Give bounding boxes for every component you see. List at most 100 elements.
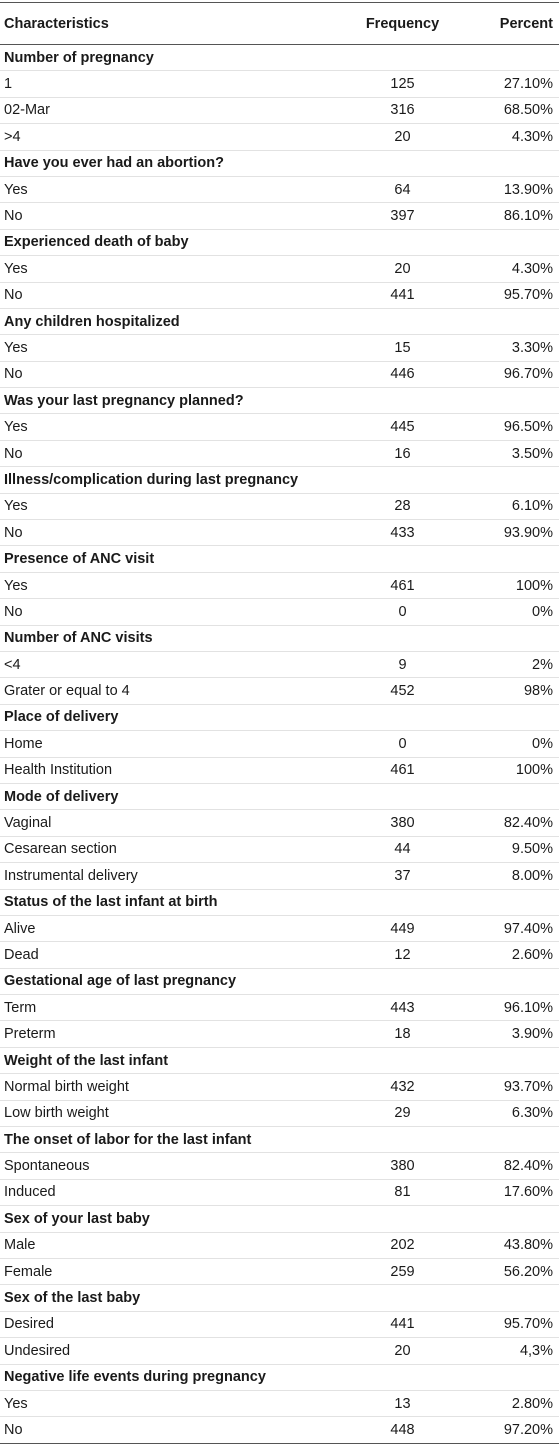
table-row: Male 202 43.80% bbox=[0, 1232, 559, 1259]
row-frequency: 432 bbox=[390, 1078, 415, 1095]
table-row: Yes 445 96.50% bbox=[0, 414, 559, 441]
group-title: Illness/complication during last pregnan… bbox=[4, 471, 299, 488]
group-title: Gestational age of last pregnancy bbox=[4, 973, 237, 990]
group-header-row: Mode of delivery bbox=[0, 783, 559, 810]
row-percent: 100% bbox=[515, 577, 553, 594]
row-frequency: 13 bbox=[394, 1395, 411, 1412]
table-row: Dead 12 2.60% bbox=[0, 942, 559, 969]
table-row: Health Institution 461 100% bbox=[0, 757, 559, 784]
table-row: 1 125 27.10% bbox=[0, 71, 559, 98]
row-label: No bbox=[4, 366, 23, 383]
row-percent: 95.70% bbox=[503, 1316, 553, 1333]
group-title: Have you ever had an abortion? bbox=[4, 155, 224, 172]
row-percent: 2.60% bbox=[511, 946, 553, 963]
row-frequency: 397 bbox=[390, 208, 415, 225]
group-title: Was your last pregnancy planned? bbox=[4, 392, 244, 409]
row-label: Normal birth weight bbox=[4, 1078, 129, 1095]
group-header-row: Illness/complication during last pregnan… bbox=[0, 467, 559, 494]
row-frequency: 16 bbox=[394, 445, 411, 462]
table-row: Low birth weight 29 6.30% bbox=[0, 1100, 559, 1127]
table-row: No 448 97.20% bbox=[0, 1417, 559, 1444]
row-label: Dead bbox=[4, 946, 39, 963]
row-percent: 98% bbox=[523, 683, 553, 700]
row-percent: 86.10% bbox=[503, 208, 553, 225]
row-percent: 4.30% bbox=[511, 260, 553, 277]
header-frequency: Frequency bbox=[365, 15, 440, 32]
row-percent: 100% bbox=[515, 762, 553, 779]
table-row: Cesarean section 44 9.50% bbox=[0, 836, 559, 863]
table-row: No 446 96.70% bbox=[0, 361, 559, 388]
row-label: No bbox=[4, 1422, 23, 1438]
table-row: >4 20 4.30% bbox=[0, 124, 559, 151]
row-percent: 3.90% bbox=[511, 1026, 553, 1043]
row-frequency: 449 bbox=[390, 920, 415, 937]
row-label: 02-Mar bbox=[4, 102, 50, 119]
row-label: Vaginal bbox=[4, 815, 52, 832]
row-frequency: 0 bbox=[398, 735, 407, 752]
group-title: Mode of delivery bbox=[4, 788, 119, 805]
table-row: Yes 461 100% bbox=[0, 572, 559, 599]
table-row: Home 0 0% bbox=[0, 731, 559, 758]
row-frequency: 443 bbox=[390, 999, 415, 1016]
row-frequency: 0 bbox=[398, 603, 407, 620]
table-row: Normal birth weight 432 93.70% bbox=[0, 1074, 559, 1101]
row-label: >4 bbox=[4, 128, 21, 145]
table-row: Alive 449 97.40% bbox=[0, 915, 559, 942]
group-header-row: Any children hospitalized bbox=[0, 308, 559, 335]
table-row: No 433 93.90% bbox=[0, 520, 559, 546]
row-frequency: 448 bbox=[390, 1422, 415, 1438]
table-row: Yes 13 2.80% bbox=[0, 1390, 559, 1417]
table-row: Induced 81 17.60% bbox=[0, 1179, 559, 1206]
table-row: No 16 3.50% bbox=[0, 440, 559, 467]
row-frequency: 125 bbox=[390, 76, 415, 93]
row-percent: 8.00% bbox=[511, 867, 553, 884]
group-title: Experienced death of baby bbox=[4, 234, 189, 251]
group-title: Place of delivery bbox=[4, 709, 119, 726]
group-header-row: Number of pregnancy bbox=[0, 45, 559, 71]
table-body: Number of pregnancy 1 125 27.10% 02-Mar 316 68… bbox=[0, 45, 559, 1444]
group-header-row: Sex of the last baby bbox=[0, 1285, 559, 1312]
row-label: Yes bbox=[4, 260, 28, 277]
table-row: Undesired 20 4,3% bbox=[0, 1338, 559, 1365]
row-percent: 43.80% bbox=[503, 1237, 553, 1254]
row-frequency: 380 bbox=[390, 1158, 415, 1175]
row-frequency: 9 bbox=[398, 656, 407, 673]
group-header-row: Experienced death of baby bbox=[0, 229, 559, 256]
group-header-row: Sex of your last baby bbox=[0, 1206, 559, 1233]
row-percent: 0% bbox=[532, 603, 553, 620]
row-label: <4 bbox=[4, 656, 21, 673]
row-frequency: 461 bbox=[390, 762, 415, 779]
header-percent: Percent bbox=[499, 15, 553, 32]
row-frequency: 461 bbox=[390, 577, 415, 594]
row-label: Grater or equal to 4 bbox=[4, 683, 130, 700]
row-frequency: 441 bbox=[390, 1316, 415, 1333]
row-label: Yes bbox=[4, 339, 28, 356]
table-row: No 441 95.70% bbox=[0, 282, 559, 309]
row-percent: 4.30% bbox=[511, 128, 553, 145]
row-percent: 3.50% bbox=[511, 445, 553, 462]
table-row: Yes 64 13.90% bbox=[0, 176, 559, 203]
row-label: Spontaneous bbox=[4, 1158, 90, 1175]
group-title: Presence of ANC visit bbox=[4, 551, 155, 568]
table-row: No 397 86.10% bbox=[0, 203, 559, 230]
row-label: No bbox=[4, 445, 23, 462]
row-frequency: 44 bbox=[394, 841, 411, 858]
table-row: Instrumental delivery 37 8.00% bbox=[0, 863, 559, 889]
row-frequency: 81 bbox=[394, 1184, 411, 1201]
row-frequency: 37 bbox=[394, 867, 411, 884]
group-header-row: Was your last pregnancy planned? bbox=[0, 388, 559, 414]
group-title: Number of pregnancy bbox=[4, 49, 154, 66]
row-percent: 9.50% bbox=[511, 841, 553, 858]
table-header: Characteristics Frequency Percent bbox=[0, 2, 559, 45]
group-header-row: The onset of labor for the last infant bbox=[0, 1127, 559, 1153]
row-label: Preterm bbox=[4, 1026, 56, 1043]
table-row: Term 443 96.10% bbox=[0, 995, 559, 1021]
row-percent: 27.10% bbox=[503, 76, 553, 93]
row-frequency: 445 bbox=[390, 419, 415, 436]
header-characteristics: Characteristics bbox=[4, 15, 109, 32]
row-frequency: 446 bbox=[390, 366, 415, 383]
table-row: Yes 28 6.10% bbox=[0, 493, 559, 520]
group-header-row: Status of the last infant at birth bbox=[0, 889, 559, 916]
